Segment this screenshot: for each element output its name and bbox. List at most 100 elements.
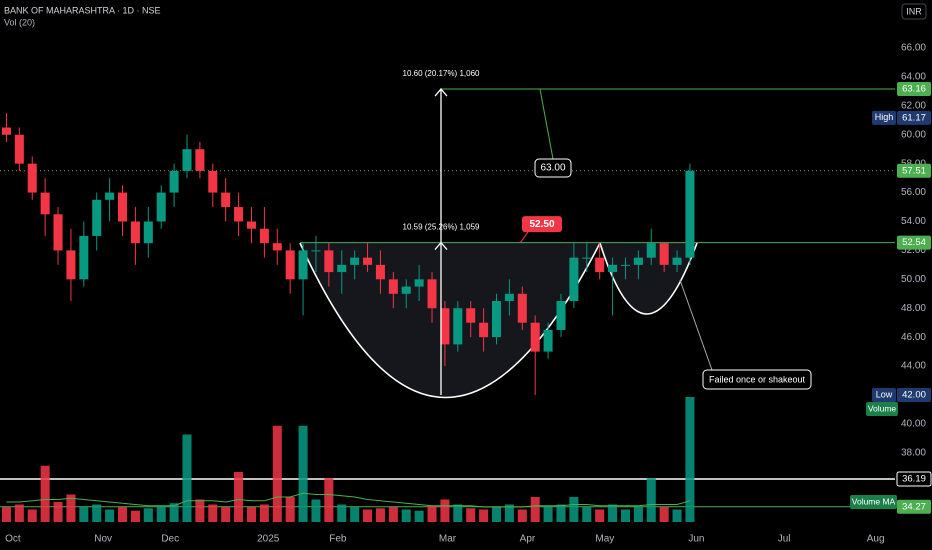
price-badge — [897, 82, 931, 97]
candle-body — [466, 308, 476, 323]
volume-bar — [466, 508, 476, 522]
volume-bar — [453, 504, 463, 522]
volume-bar — [620, 509, 630, 522]
volume-bar — [92, 504, 102, 522]
candle-body — [350, 257, 360, 265]
volume-bar — [105, 509, 115, 522]
volume-bar — [363, 509, 373, 522]
price-badge — [897, 110, 931, 125]
volume-bar — [504, 504, 514, 522]
callout-line — [679, 279, 713, 371]
candle-body — [685, 170, 695, 258]
volume-bar — [556, 504, 566, 522]
volume-bar — [79, 507, 89, 522]
y-tick-label: 54.00 — [901, 216, 926, 227]
candle-body — [246, 221, 256, 229]
candle-body — [221, 192, 231, 208]
y-tick-label: 50.00 — [901, 274, 926, 285]
candle-body — [92, 199, 102, 236]
volume-bar — [246, 507, 256, 522]
arrow-head — [434, 88, 448, 97]
cup-curve — [299, 242, 601, 399]
badge-name-box — [872, 110, 896, 125]
volume-bar — [182, 434, 192, 522]
volume-bar — [118, 507, 128, 522]
candle-body — [53, 214, 63, 251]
volume-bar — [659, 507, 669, 522]
measure-label: 10.60 (20.17%) 1,060 — [403, 69, 480, 78]
y-tick-label: 38.00 — [901, 447, 926, 458]
x-tick-label: Jul — [778, 534, 791, 545]
candle-body — [646, 243, 656, 258]
badge-name-box — [872, 387, 896, 402]
x-tick-label: Jun — [688, 534, 704, 545]
currency-button[interactable] — [901, 3, 927, 20]
candle-body — [285, 250, 295, 280]
candle-body — [401, 286, 411, 294]
volume-bar — [646, 478, 656, 522]
candle-body — [414, 279, 424, 287]
pane-label: Volume MA — [852, 496, 896, 506]
price-badge-label: 61.17 — [902, 112, 926, 123]
candle-body — [517, 293, 527, 323]
price-badge-label: 52.54 — [902, 237, 926, 248]
volume-bar — [324, 478, 334, 522]
pane-label: Volume — [868, 403, 897, 413]
volume-bar — [143, 508, 153, 522]
price-badge — [896, 471, 932, 487]
badge-name: High — [875, 112, 894, 122]
candle-body — [79, 235, 89, 280]
candle-body — [556, 301, 566, 330]
volume-bar — [195, 499, 205, 522]
price-badge — [897, 499, 931, 514]
volume-bar — [633, 507, 643, 522]
candle-body — [298, 250, 308, 280]
volume-bar — [311, 499, 321, 522]
x-tick-label: May — [595, 534, 614, 545]
candle-body — [530, 322, 540, 352]
callout-label: 52.50 — [529, 219, 554, 230]
volume-bar — [285, 497, 295, 522]
callout-label: Failed once or shakeout — [709, 374, 806, 384]
candle-body — [156, 192, 166, 222]
candle-body — [324, 250, 334, 273]
candle-body — [105, 192, 115, 200]
volume-bar — [440, 499, 450, 522]
candle-body — [1, 127, 11, 135]
volume-bar — [595, 509, 605, 522]
x-tick-label: Mar — [439, 534, 457, 545]
volume-bar — [169, 503, 179, 522]
candle-body — [169, 170, 179, 193]
volume-ma-line — [6, 492, 691, 508]
volume-bar — [543, 507, 553, 522]
candle-body — [595, 257, 605, 273]
y-tick-label: 48.00 — [901, 303, 926, 314]
y-tick-label: 64.00 — [901, 72, 926, 83]
price-badge — [897, 163, 931, 178]
price-badge-label: 36.19 — [902, 474, 926, 485]
callout-box — [534, 158, 572, 178]
volume-bar — [27, 509, 37, 522]
price-badge-label: 57.51 — [902, 165, 926, 176]
price-badge-label: 63.16 — [902, 84, 926, 95]
volume-bar — [272, 425, 282, 522]
callout-box — [522, 216, 562, 233]
candle-body — [234, 207, 244, 222]
currency-label[interactable]: INR — [906, 6, 922, 16]
pane-label-box — [850, 495, 897, 509]
price-badge-label: 42.00 — [902, 390, 926, 401]
candle-body — [66, 250, 76, 280]
volume-bar — [14, 504, 24, 522]
x-tick-label: Dec — [161, 534, 179, 545]
x-tick-label: 2025 — [257, 534, 280, 545]
volume-bar — [66, 494, 76, 522]
volume-bar — [1, 507, 11, 522]
volume-bar — [479, 509, 489, 522]
candle-body — [388, 279, 398, 294]
candle-body — [569, 257, 579, 302]
indicator-label: Vol (20) — [4, 17, 35, 27]
volume-bar — [608, 504, 618, 522]
volume-bar — [530, 497, 540, 522]
